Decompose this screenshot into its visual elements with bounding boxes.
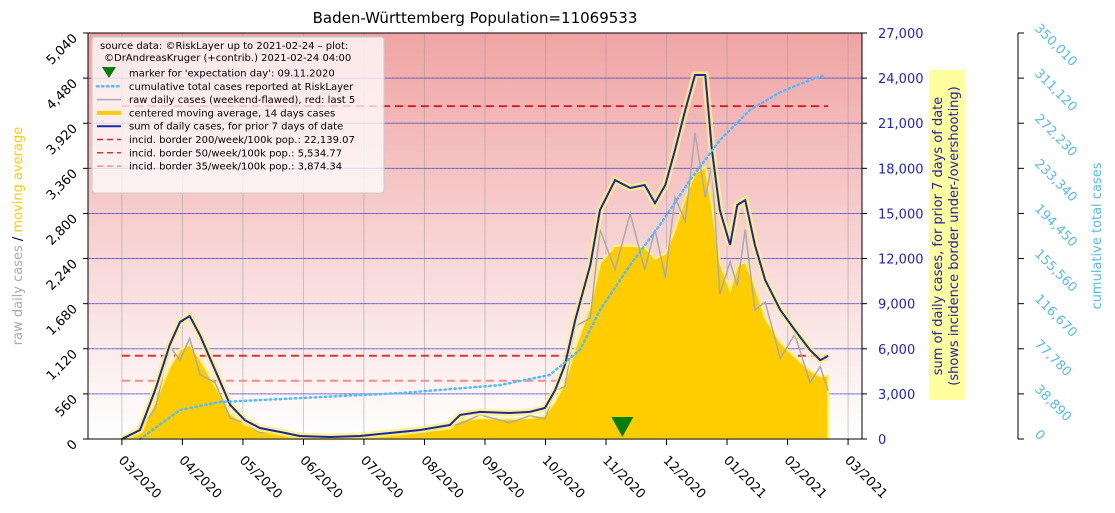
- legend-label: incid. border 200/week/100k pop.: 22,139…: [129, 135, 355, 146]
- plot-frame: [87, 32, 863, 440]
- y-tick-label: 3,360: [44, 167, 81, 204]
- expectation-marker: [611, 417, 634, 437]
- y2-tick-label: 0: [878, 433, 886, 448]
- x-tick-label: 11/2020: [599, 453, 648, 502]
- y2-tick-label: 27,000: [878, 27, 924, 42]
- x-tick-label: 03/2021: [841, 453, 890, 502]
- y3-tick-label: 194,450: [1031, 202, 1080, 251]
- legend-marker: [102, 67, 116, 78]
- legend-label: incid. border 35/week/100k pop.: 3,874.3…: [129, 162, 342, 173]
- source-note: ©DrAndreasKruger (+contrib.) 2021-02-24 …: [104, 53, 351, 64]
- y3-tick-label: 311,120: [1031, 66, 1080, 115]
- y2-label-box: [929, 70, 965, 400]
- x-tick-label: 02/2021: [781, 453, 830, 502]
- y2-tick-label: 15,000: [878, 207, 924, 222]
- legend-label: centered moving average, 14 days cases: [129, 108, 335, 119]
- y-tick-label: 2,240: [44, 257, 81, 294]
- chart-title: Baden-Württemberg Population=11069533: [313, 9, 638, 27]
- y2-axis-label: (shows incidence border under-/overshoot…: [947, 86, 962, 386]
- legend-label: sum of daily cases, for prior 7 days of …: [129, 122, 343, 133]
- x-tick-label: 08/2020: [418, 453, 467, 502]
- y2-tick-label: 3,000: [878, 388, 915, 403]
- y-tick-label: 5,040: [44, 31, 81, 68]
- x-tick-label: 07/2020: [357, 453, 406, 502]
- source-note: source data: ©RiskLayer up to 2021-02-24…: [100, 41, 348, 52]
- legend-label: raw daily cases (weekend-flawed), red: l…: [129, 95, 355, 106]
- y-tick-label: 1,680: [44, 302, 81, 339]
- y3-axis-label: cumulative total cases: [1090, 162, 1105, 309]
- x-tick-label: 12/2020: [660, 453, 709, 502]
- legend-label: incid. border 50/week/100k pop.: 5,534.7…: [129, 148, 342, 159]
- y3-tick-label: 38,890: [1031, 382, 1074, 425]
- x-tick-label: 06/2020: [297, 453, 346, 502]
- y3-tick-label: 350,010: [1031, 21, 1080, 70]
- y2-tick-label: 21,000: [878, 117, 924, 132]
- x-tick-label: 09/2020: [478, 453, 527, 502]
- y2-tick-label: 18,000: [878, 162, 924, 177]
- x-tick-label: 05/2020: [236, 453, 285, 502]
- y2-tick-label: 24,000: [878, 72, 924, 87]
- moving-average-area: [121, 165, 830, 440]
- legend: source data: ©RiskLayer up to 2021-02-24…: [91, 36, 385, 194]
- y2-tick-label: 12,000: [878, 253, 924, 268]
- y3-tick-label: 77,780: [1031, 337, 1074, 380]
- x-tick-label: 03/2020: [115, 453, 164, 502]
- y3-tick-label: 116,670: [1031, 292, 1080, 341]
- y-tick-label: 4,480: [44, 76, 81, 113]
- y-label-sep: /: [11, 236, 26, 241]
- y3-tick-label: 233,340: [1031, 157, 1080, 206]
- legend-box: [91, 36, 385, 194]
- y-label-raw: raw daily cases: [11, 245, 26, 345]
- y-tick-label: 1,120: [44, 347, 81, 384]
- raw-line: [121, 132, 829, 440]
- x-tick-label: 10/2020: [539, 453, 588, 502]
- y3-tick-label: 272,230: [1031, 111, 1080, 160]
- y3-tick-label: 155,560: [1031, 247, 1080, 296]
- y-tick-label: 0: [64, 437, 80, 453]
- legend-label: cumulative total cases reported at RiskL…: [129, 82, 354, 93]
- y-axis-label: raw daily cases / moving average: [11, 127, 26, 345]
- x-tick-label: 01/2021: [720, 453, 769, 502]
- x-tick-label: 04/2020: [176, 453, 225, 502]
- cumulative-line: [138, 73, 827, 441]
- y-tick-label: 560: [53, 392, 81, 420]
- y-label-ma: moving average: [11, 127, 26, 233]
- legend-label: marker for 'expectation day': 09.11.2020: [129, 69, 335, 80]
- y2-axis-label: sum of daily cases, for prior 7 days of …: [931, 97, 946, 376]
- y-tick-label: 2,800: [44, 212, 81, 249]
- y2-tick-label: 9,000: [878, 298, 915, 313]
- y-tick-label: 3,920: [44, 121, 81, 158]
- sum-line: [121, 74, 829, 440]
- y3-tick-label: 0: [1031, 427, 1047, 443]
- y2-tick-label: 6,000: [878, 343, 915, 358]
